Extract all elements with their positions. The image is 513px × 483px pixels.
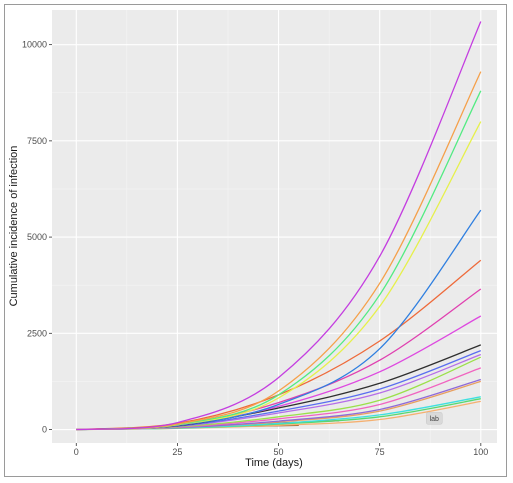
x-tick-label: 0 (74, 447, 79, 457)
x-tick-label: 100 (473, 447, 488, 457)
x-axis-title: Time (days) (245, 457, 303, 469)
x-tick-label: 75 (375, 447, 385, 457)
annotation-box (426, 412, 443, 425)
x-tick-label: 25 (172, 447, 182, 457)
y-tick-label: 0 (42, 425, 47, 435)
annotation-label: lab (430, 416, 439, 423)
tick-labels: 0 25 50 75 100 0 2500 5000 7500 10000 (22, 40, 488, 457)
y-tick-label: 2500 (27, 328, 47, 338)
x-tick-label: 50 (274, 447, 284, 457)
plot-panel (52, 10, 497, 443)
series-line (76, 21, 482, 431)
y-tick-label: 10000 (22, 40, 47, 50)
y-tick-label: 5000 (27, 232, 47, 242)
y-tick-label: 7500 (27, 136, 47, 146)
y-axis-title: Cumulative incidence of infection (8, 146, 20, 307)
annotation-layer: lab (426, 412, 443, 425)
series-lines (76, 21, 482, 431)
